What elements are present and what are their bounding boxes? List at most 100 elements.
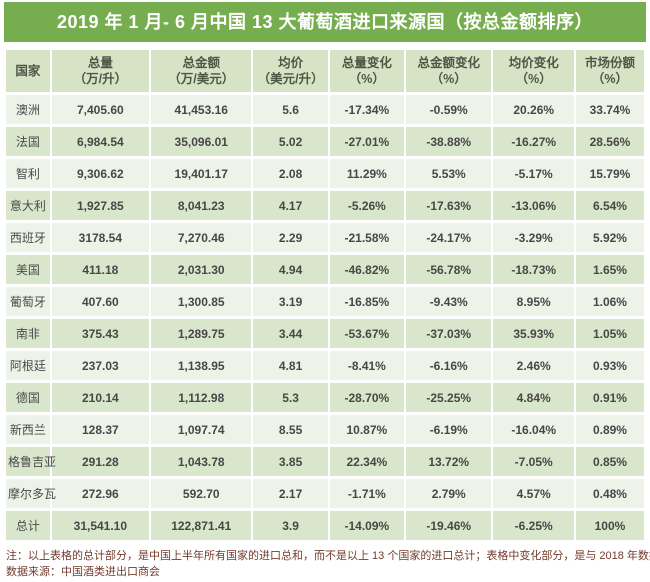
value-cell: 210.14 (51, 383, 150, 412)
table-row: 南非 375.43 1,289.75 3.44 -53.67% -37.03% 35.93%… (6, 319, 644, 348)
value-cell: 411.18 (51, 255, 150, 284)
value-cell: 2.46% (493, 351, 574, 380)
value-cell: 1,138.95 (151, 351, 252, 380)
column-header-4: 总量变化 （%） (329, 50, 404, 92)
value-cell: 20.26% (493, 95, 574, 124)
value-cell: 122,871.41 (151, 511, 252, 540)
value-cell: 8,041.23 (151, 191, 252, 220)
column-header-text: 均价变化 (508, 55, 559, 70)
value-cell: 3.44 (253, 319, 328, 348)
footnotes: 注：以上表格的总计部分，是中国上半年所有国家的进口总和，而不是以上 13 个国家… (6, 549, 650, 581)
table-row: 摩尔多瓦 272.96 592.70 2.17 -1.71% 2.79% 4.57% 0.48… (6, 479, 644, 508)
value-cell: -16.85% (329, 287, 404, 316)
column-header-text: 国家 (15, 63, 41, 78)
country-cell: 西班牙 (6, 223, 50, 252)
value-cell: -17.63% (405, 191, 492, 220)
value-cell: 1,927.85 (51, 191, 150, 220)
value-cell: -5.17% (493, 159, 574, 188)
source-line: 数据来源：中国酒类进出口商会 (6, 565, 160, 578)
table-row: 西班牙 3178.54 7,270.46 2.29 -21.58% -24.17% -3.2… (6, 223, 644, 252)
country-cell: 意大利 (6, 191, 50, 220)
value-cell: 2.29 (253, 223, 328, 252)
column-header-text: 总量 (87, 55, 113, 70)
value-cell: 0.85% (575, 447, 644, 476)
column-header-text: （%） (348, 72, 385, 86)
column-header-text: 均价 (278, 55, 304, 70)
country-cell: 摩尔多瓦 (6, 479, 56, 508)
value-cell: 5.6 (253, 95, 328, 124)
value-cell: 4.17 (253, 191, 328, 220)
column-header-text: （%） (515, 72, 552, 86)
table-row: 葡萄牙 407.60 1,300.85 3.19 -16.85% -9.43% 8.95% 1… (6, 287, 644, 316)
value-cell: -19.46% (405, 511, 492, 540)
value-cell: 7,270.46 (151, 223, 252, 252)
value-cell: 407.60 (51, 287, 150, 316)
table-row: 澳洲 7,405.60 41,453.16 5.6 -17.34% -0.59% 20.26… (6, 95, 644, 124)
value-cell: 3.9 (253, 511, 328, 540)
value-cell: 100% (575, 511, 644, 540)
value-cell: 237.03 (51, 351, 150, 380)
value-cell: -3.29% (493, 223, 574, 252)
value-cell: 2.17 (253, 479, 328, 508)
value-cell: 291.28 (51, 447, 150, 476)
value-cell: 3.85 (253, 447, 328, 476)
value-cell: 5.53% (405, 159, 492, 188)
country-cell: 总计 (6, 511, 50, 540)
value-cell: -0.59% (405, 95, 492, 124)
note-line: 注：以上表格的总计部分，是中国上半年所有国家的进口总和，而不是以上 13 个国家… (6, 550, 650, 562)
value-cell: -5.26% (329, 191, 404, 220)
table-row: 阿根廷 237.03 1,138.95 4.81 -8.41% -6.16% 2.46% 0.… (6, 351, 644, 380)
wine-import-table: 国家 总量 （万/升） 总金额 （万/美元） 均价 （美元/升） 总量变化 （%） 总金额变化 （%… (4, 47, 646, 543)
value-cell: -6.19% (405, 415, 492, 444)
value-cell: 33.74% (575, 95, 644, 124)
table-row: 法国 6,984.54 35,096.01 5.02 -27.01% -38.88% -16… (6, 127, 644, 156)
value-cell: 0.91% (575, 383, 644, 412)
country-cell: 澳洲 (6, 95, 50, 124)
value-cell: 272.96 (51, 479, 150, 508)
country-cell: 葡萄牙 (6, 287, 50, 316)
value-cell: -7.05% (493, 447, 574, 476)
country-cell: 智利 (6, 159, 50, 188)
value-cell: 1,300.85 (151, 287, 252, 316)
value-cell: -21.58% (329, 223, 404, 252)
column-header-3: 均价 （美元/升） (253, 50, 328, 92)
value-cell: 8.55 (253, 415, 328, 444)
value-cell: 1,043.78 (151, 447, 252, 476)
value-cell: -18.73% (493, 255, 574, 284)
value-cell: -16.27% (493, 127, 574, 156)
column-header-text: 市场份额 (584, 55, 635, 70)
value-cell: -14.09% (329, 511, 404, 540)
value-cell: 35,096.01 (151, 127, 252, 156)
value-cell: 19,401.17 (151, 159, 252, 188)
total-row: 总计 31,541.10 122,871.41 3.9 -14.09% -19.46% -6… (6, 511, 644, 540)
value-cell: 4.81 (253, 351, 328, 380)
value-cell: -28.70% (329, 383, 404, 412)
value-cell: 35.93% (493, 319, 574, 348)
table-row: 美国 411.18 2,031.30 4.94 -46.82% -56.78% -18.73… (6, 255, 644, 284)
header-row: 国家 总量 （万/升） 总金额 （万/美元） 均价 （美元/升） 总量变化 （%） 总金额变化 （%… (6, 50, 644, 92)
value-cell: 5.3 (253, 383, 328, 412)
value-cell: -16.04% (493, 415, 574, 444)
table-row: 格鲁吉亚 291.28 1,043.78 3.85 22.34% 13.72% -7.05%… (6, 447, 644, 476)
column-header-6: 均价变化 （%） (493, 50, 574, 92)
value-cell: 10.87% (329, 415, 404, 444)
value-cell: -27.01% (329, 127, 404, 156)
value-cell: 0.89% (575, 415, 644, 444)
value-cell: 0.93% (575, 351, 644, 380)
value-cell: 6.54% (575, 191, 644, 220)
value-cell: -6.25% (493, 511, 574, 540)
value-cell: 2.08 (253, 159, 328, 188)
column-header-text: （万/美元） (168, 72, 235, 86)
value-cell: 13.72% (405, 447, 492, 476)
column-header-text: 总量变化 (341, 55, 392, 70)
value-cell: 41,453.16 (151, 95, 252, 124)
value-cell: 1,097.74 (151, 415, 252, 444)
column-header-text: 总金额变化 (417, 55, 480, 70)
table-header: 国家 总量 （万/升） 总金额 （万/美元） 均价 （美元/升） 总量变化 （%） 总金额变化 （%… (6, 50, 644, 92)
value-cell: 4.57% (493, 479, 574, 508)
value-cell: -37.03% (405, 319, 492, 348)
country-cell: 南非 (6, 319, 50, 348)
value-cell: -13.06% (493, 191, 574, 220)
column-header-text: （美元/升） (257, 72, 324, 86)
value-cell: -46.82% (329, 255, 404, 284)
